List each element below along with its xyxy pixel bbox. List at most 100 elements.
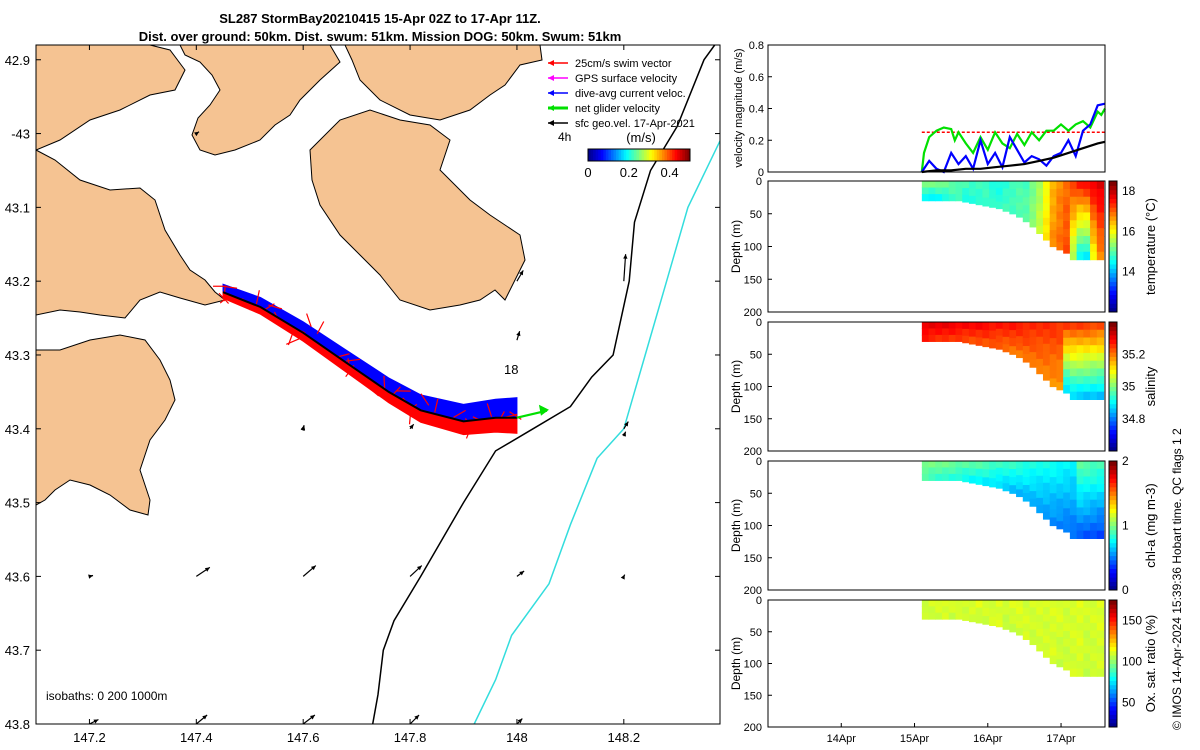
- section-cell: [1036, 497, 1044, 506]
- section-y-tick-label: 0: [756, 595, 762, 607]
- section-cell: [1063, 600, 1071, 609]
- section-colorbar-cell: [1109, 272, 1117, 278]
- time-x-tick-label: 17Apr: [1046, 733, 1076, 745]
- swim-vector: [390, 386, 401, 398]
- map-colorbar-cell: [618, 149, 622, 161]
- section-cell: [995, 600, 1004, 608]
- map-colorbar-tick-label: 0: [584, 165, 591, 180]
- section-cell: [1063, 508, 1071, 517]
- map-colorbar-cell: [636, 149, 640, 161]
- section-cell: [1042, 468, 1051, 477]
- section-colorbar-frame: [1108, 180, 1118, 313]
- section-cell: [968, 195, 977, 204]
- section-cell: [1056, 491, 1064, 500]
- geovel-arrowhead: [202, 715, 208, 720]
- section-cell: [975, 322, 984, 331]
- section-cell: [1016, 188, 1024, 197]
- section-colorbar-cell: [1109, 446, 1117, 452]
- section-cell: [1049, 647, 1058, 657]
- section-cell: [1096, 653, 1105, 662]
- section-cell: [1090, 530, 1098, 539]
- section-colorbar-tick-label: 35: [1122, 380, 1136, 394]
- section-cell: [1076, 228, 1084, 237]
- section-cell: [1090, 522, 1098, 532]
- section-cell: [975, 337, 984, 346]
- section-colorbar-cell: [1109, 303, 1117, 309]
- map-colorbar-cell: [639, 149, 643, 161]
- swim-vector: [341, 363, 355, 373]
- section-cell: [1069, 251, 1078, 261]
- section-cell: [1022, 329, 1031, 339]
- section-colorbar-cell: [1109, 469, 1117, 475]
- section-cell: [1042, 232, 1051, 241]
- section-cell: [962, 187, 970, 196]
- section-cell: [1042, 607, 1051, 615]
- section-cell: [1002, 600, 1010, 608]
- section-cell: [1049, 338, 1058, 347]
- map-x-tick-label: 148: [506, 730, 528, 745]
- section-cell: [1056, 476, 1064, 485]
- section-cell: [1049, 477, 1058, 486]
- section-colorbar-cell: [1109, 718, 1117, 724]
- section-cell: [1056, 219, 1064, 228]
- section-cell: [975, 188, 984, 198]
- section-cell: [975, 468, 984, 478]
- section-cell: [982, 600, 990, 609]
- section-cell: [1076, 360, 1084, 370]
- section-cell: [1049, 655, 1058, 665]
- section-cell: [1063, 329, 1071, 339]
- section-cell: [1016, 606, 1024, 615]
- section-cell: [982, 616, 990, 625]
- section-cell: [1083, 329, 1091, 339]
- section-colorbar-cell: [1109, 181, 1117, 186]
- section-cell: [1049, 501, 1058, 510]
- section-cell: [1009, 330, 1017, 339]
- section-cell: [1042, 217, 1051, 226]
- section-cell: [1083, 322, 1091, 331]
- dive-avg-current-band: [222, 283, 518, 422]
- section-cell: [1036, 468, 1044, 477]
- section-cell: [1016, 489, 1024, 498]
- section-cell: [1069, 196, 1078, 206]
- section-cell: [1076, 615, 1084, 624]
- section-cell: [1029, 359, 1037, 368]
- map-colorbar-cell: [600, 149, 604, 161]
- section-cell: [1049, 623, 1058, 633]
- section-cell: [1063, 353, 1071, 363]
- section-cell: [1016, 620, 1024, 629]
- map-inner: [36, 45, 720, 724]
- section-cell: [928, 194, 936, 202]
- section-cell: [1056, 651, 1064, 660]
- section-colorbar-cell: [1109, 290, 1117, 296]
- section-cell: [1083, 668, 1091, 677]
- section-cell: [1063, 662, 1071, 671]
- section-cell: [1016, 461, 1024, 469]
- section-cell: [982, 197, 990, 207]
- section-colorbar-cell: [1109, 680, 1117, 686]
- section-colorbar-label: chl-a (mg m-3): [1143, 483, 1158, 568]
- section-cell: [1049, 493, 1058, 502]
- section-cell: [1063, 237, 1071, 246]
- section-cell: [1069, 461, 1078, 470]
- section-cell: [1049, 197, 1058, 207]
- isobaths-label: isobaths: 0 200 1000m: [46, 689, 167, 703]
- section-cell: [1096, 360, 1105, 370]
- section-colorbar-cell: [1109, 572, 1117, 578]
- section-colorbar-cell: [1109, 608, 1117, 614]
- velocity-y-tick-label: 0.8: [749, 40, 764, 52]
- section-cell: [1083, 491, 1091, 501]
- section-cell: [1090, 653, 1098, 662]
- section-cell: [942, 461, 950, 469]
- isobath-200m: [371, 45, 716, 724]
- section-cell: [1042, 225, 1051, 234]
- section-cell: [1069, 345, 1078, 354]
- section-cell: [1036, 614, 1044, 623]
- section-cell: [982, 608, 990, 617]
- section-cell: [1076, 345, 1084, 354]
- section-cell: [1090, 251, 1098, 261]
- swim-vector: [408, 410, 412, 425]
- section-colorbar-cell: [1109, 220, 1117, 226]
- section-cell: [1076, 352, 1084, 362]
- section-cell: [935, 194, 943, 202]
- section-cell: [935, 461, 943, 469]
